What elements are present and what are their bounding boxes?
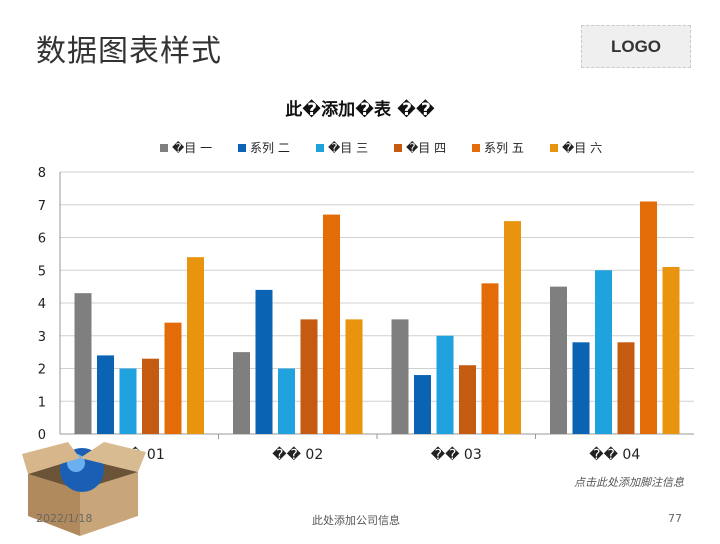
bar <box>345 319 363 434</box>
bar <box>481 283 499 434</box>
bar <box>164 322 182 434</box>
bar <box>187 257 204 434</box>
legend-label: �目 一 <box>172 141 212 155</box>
page-number: 77 <box>668 512 682 525</box>
y-tick-label: 4 <box>38 297 46 312</box>
bar <box>142 358 159 434</box>
legend-swatch <box>472 144 480 152</box>
bar <box>414 375 431 434</box>
bar <box>504 221 521 434</box>
y-tick-label: 7 <box>38 199 46 214</box>
bar <box>572 342 590 434</box>
bar <box>595 270 612 434</box>
legend-swatch <box>160 144 168 152</box>
bar <box>662 266 680 434</box>
legend-label: 系列 二 <box>250 141 290 155</box>
bar <box>97 355 114 434</box>
logo-placeholder: LOGO <box>581 25 691 68</box>
bar <box>459 365 476 434</box>
y-tick-label: 6 <box>38 232 46 247</box>
legend-swatch <box>394 144 402 152</box>
bar <box>323 214 340 434</box>
bar <box>255 289 273 434</box>
bar <box>278 368 295 434</box>
legend-swatch <box>238 144 246 152</box>
bar <box>119 368 137 434</box>
y-tick-label: 1 <box>38 395 46 410</box>
y-tick-label: 2 <box>38 363 46 378</box>
chart-title: 此�添加�表 �� <box>285 99 435 120</box>
bar <box>617 342 635 434</box>
legend-label: �目 四 <box>406 141 446 155</box>
legend-label: 系列 五 <box>484 141 524 155</box>
x-tick-label: �� 02 <box>272 446 323 463</box>
y-tick-label: 0 <box>38 428 46 443</box>
slide-title: 数据图表样式 <box>36 34 222 69</box>
bar <box>550 286 567 434</box>
footnote-text: 点击此处添加脚注信息 <box>574 476 684 489</box>
bar <box>640 201 657 434</box>
legend-label: �目 三 <box>328 141 368 155</box>
legend-label: �目 六 <box>562 141 602 155</box>
legend-swatch <box>316 144 324 152</box>
y-tick-label: 8 <box>38 166 46 181</box>
bar <box>74 293 92 434</box>
bar <box>391 319 409 434</box>
x-tick-label: �� 04 <box>589 446 640 463</box>
y-tick-label: 5 <box>38 264 46 279</box>
y-tick-label: 3 <box>38 330 46 345</box>
globe-in-box-illustration <box>20 430 150 544</box>
legend-swatch <box>550 144 558 152</box>
slide-date: 2022/1/18 <box>36 512 93 525</box>
x-tick-label: �� 03 <box>431 446 482 463</box>
company-info: 此处添加公司信息 <box>312 514 400 527</box>
bar <box>436 335 454 434</box>
bar <box>300 319 318 434</box>
bar <box>233 352 250 434</box>
